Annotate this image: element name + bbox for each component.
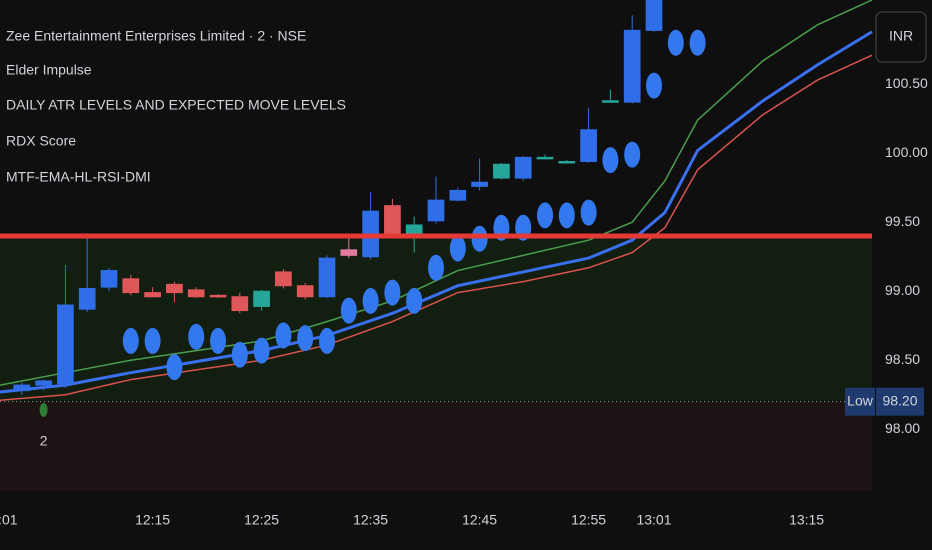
impulse-dot	[428, 254, 444, 281]
candle-body	[580, 129, 597, 162]
impulse-dot	[558, 202, 575, 229]
candle-body	[122, 278, 140, 294]
candle-body	[187, 289, 205, 298]
candle-body	[253, 290, 270, 307]
candle-body	[78, 287, 96, 310]
candle-body	[144, 292, 161, 298]
indicator-label: MTF-EMA-HL-RSI-DMI	[6, 169, 151, 185]
ema-line	[0, 30, 873, 394]
impulse-dot	[297, 325, 314, 352]
candle-body	[602, 100, 619, 103]
impulse-dot	[340, 297, 357, 324]
candle-body	[231, 296, 249, 312]
ema-line	[0, 54, 873, 402]
impulse-dot	[689, 29, 706, 56]
impulse-dot	[210, 327, 226, 354]
candle-body	[471, 181, 488, 187]
x-tick-label: 12:25	[244, 512, 279, 528]
low-price-tag	[876, 387, 924, 416]
candle-body	[340, 249, 358, 256]
candle-body	[384, 205, 401, 237]
candle-body	[35, 380, 52, 386]
low-price: 98.20	[882, 392, 917, 408]
y-tick-label: 98.00	[885, 420, 920, 436]
x-tick-label: 13:15	[789, 512, 824, 528]
candle-body	[645, 0, 663, 31]
impulse-dot	[624, 141, 641, 168]
signal-label: 2	[40, 433, 48, 449]
candle-body	[558, 160, 576, 164]
candle-body	[318, 257, 336, 298]
impulse-dot	[449, 235, 466, 262]
impulse-dot	[144, 327, 161, 354]
impulse-dot	[580, 199, 597, 226]
y-tick-label: 99.50	[885, 213, 920, 229]
impulse-dot	[362, 287, 379, 314]
x-tick-label: 12:35	[353, 512, 388, 528]
impulse-dot	[384, 279, 401, 306]
currency-label[interactable]: INR	[889, 28, 913, 44]
impulse-dot	[406, 287, 423, 314]
candle-body	[427, 199, 445, 222]
y-tick-label: 98.50	[885, 351, 920, 367]
candle-body	[514, 156, 532, 179]
x-tick-label: 12:45	[462, 512, 497, 528]
x-tick-label: 13:01	[636, 512, 671, 528]
candle-body	[623, 29, 641, 103]
impulse-dot	[122, 327, 139, 354]
low-name: Low	[847, 392, 874, 408]
indicator-label: DAILY ATR LEVELS AND EXPECTED MOVE LEVEL…	[6, 97, 346, 113]
indicator-label: Elder Impulse	[6, 62, 92, 78]
candle-body	[493, 163, 510, 179]
x-tick-label: 12:15	[135, 512, 170, 528]
impulse-dot	[667, 29, 684, 56]
impulse-dot	[253, 337, 270, 364]
y-tick-label: 99.00	[885, 282, 920, 298]
indicator-label: RDX Score	[6, 133, 76, 149]
signal-dot	[39, 402, 48, 417]
overlay: Zee Entertainment Enterprises Limited · …	[0, 11, 928, 528]
x-tick-label: 12:55	[571, 512, 606, 528]
candle-body	[536, 156, 554, 160]
ema-line	[0, 0, 873, 386]
impulse-dot	[537, 202, 553, 229]
plot-area: 2	[0, 0, 873, 490]
candle-body	[13, 384, 31, 392]
currency-button[interactable]	[875, 11, 927, 63]
y-tick-label: 100.50	[885, 75, 928, 91]
symbol-title: Zee Entertainment Enterprises Limited · …	[6, 28, 306, 44]
candle-body	[209, 294, 227, 298]
impulse-dot	[646, 72, 662, 99]
x-tick-label: 12:01	[0, 512, 18, 528]
impulse-dot	[275, 322, 292, 349]
impulse-dot	[188, 323, 205, 350]
candle-body	[57, 304, 74, 385]
impulse-dot	[602, 147, 619, 174]
impulse-dot	[231, 341, 248, 368]
impulse-dot	[319, 327, 335, 354]
candle-body	[100, 270, 118, 288]
bear-zone	[0, 401, 872, 490]
candle-body	[296, 285, 314, 298]
y-tick-label: 100.00	[885, 144, 928, 160]
candle-body	[449, 189, 467, 201]
candle-body	[166, 283, 183, 294]
impulse-dot	[471, 225, 488, 252]
candle-body	[275, 271, 292, 287]
impulse-dot	[166, 354, 183, 381]
low-name-tag	[845, 387, 875, 416]
